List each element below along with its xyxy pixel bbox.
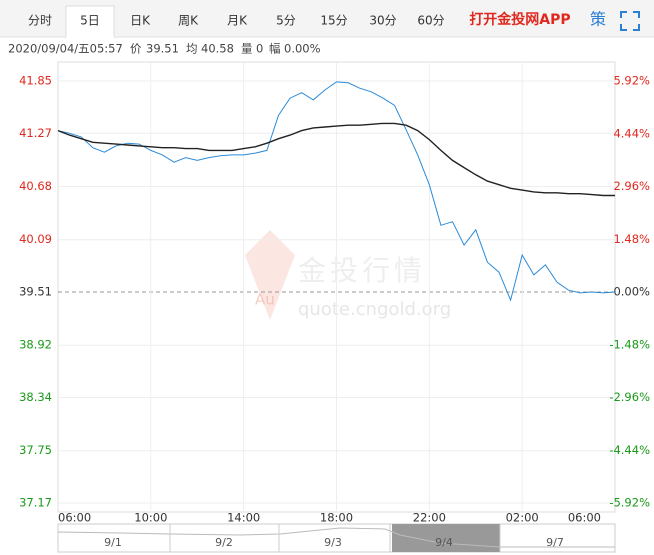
x-tick-label: 22:00 <box>413 511 446 525</box>
y-tick-label: 38.34 <box>19 390 52 404</box>
info-change-label: 幅 <box>269 42 281 56</box>
fullscreen-glyph <box>620 11 640 31</box>
watermark-logo: Au <box>255 291 275 309</box>
y-tick-label: 38.92 <box>19 338 52 352</box>
x-tick-label: 14:00 <box>227 511 260 525</box>
navigator-label: 9/2 <box>215 536 233 549</box>
y-tick-label: 37.17 <box>19 496 52 510</box>
series-line <box>57 122 615 197</box>
info-change: 0.00% <box>284 42 321 56</box>
y2-tick-label: -5.92% <box>609 496 650 510</box>
tab[interactable]: 月K <box>227 14 248 28</box>
info-datetime: 2020/09/04/五05:57 <box>8 42 123 56</box>
y-tick-label: 41.27 <box>19 126 52 140</box>
info-volume: 0 <box>256 42 263 56</box>
x-tick-label: 02:00 <box>506 511 539 525</box>
info-line: 2020/09/04/五05:57 价 39.51 均 40.58 量 0 幅 0.00% <box>8 42 321 56</box>
app-link[interactable]: 打开金投网APP <box>469 11 570 28</box>
x-tick-label: 18:00 <box>320 511 353 525</box>
active-tab-gap <box>66 36 114 39</box>
tab[interactable]: 周K <box>178 14 199 28</box>
navigator-label: 9/7 <box>546 536 564 549</box>
tab[interactable]: 15分 <box>320 14 347 28</box>
navigator-selection[interactable] <box>392 524 500 552</box>
watermark <box>245 230 295 320</box>
info-price-label: 价 <box>130 42 142 56</box>
watermark-url: quote.cngold.org <box>298 299 451 320</box>
info-volume-label: 量 <box>241 42 253 56</box>
tab[interactable]: 5日 <box>80 14 100 28</box>
y-tick-label: 37.75 <box>19 443 52 457</box>
tab[interactable]: 分时 <box>28 14 52 28</box>
y-tick-label: 39.51 <box>19 285 52 299</box>
strategy-icon[interactable]: 策 <box>590 10 606 29</box>
y-tick-label: 40.09 <box>19 232 52 246</box>
navigator-label: 9/3 <box>324 536 342 549</box>
y2-tick-label: -4.44% <box>609 443 650 457</box>
fullscreen-icon[interactable] <box>620 11 640 31</box>
navigator-sparkline <box>57 527 615 548</box>
y2-tick-label: 4.44% <box>613 126 650 140</box>
info-avg-label: 均 <box>186 42 198 56</box>
tab[interactable]: 日K <box>130 14 151 28</box>
y2-tick-label: 2.96% <box>613 179 650 193</box>
x-tick-label: 06:00 <box>58 511 91 525</box>
info-price: 39.51 <box>146 42 179 56</box>
y2-tick-label: -2.96% <box>609 390 650 404</box>
watermark-title: 金投行情 <box>298 254 426 287</box>
active-tab-bg <box>65 5 115 39</box>
y2-tick-label: 1.48% <box>613 232 650 246</box>
navigator-label: 9/4 <box>435 536 453 549</box>
navigator-label: 9/1 <box>104 536 122 549</box>
info-avg: 40.58 <box>201 42 234 56</box>
tab[interactable]: 60分 <box>417 14 444 28</box>
x-tick-label: 10:00 <box>134 511 167 525</box>
tab[interactable]: 5分 <box>276 14 296 28</box>
y2-tick-label: -1.48% <box>609 337 650 351</box>
series-line <box>57 81 616 302</box>
x-tick-label: 06:00 <box>568 511 601 525</box>
watermark-logo-shape <box>245 230 295 320</box>
y2-tick-label: 0.00% <box>613 285 650 299</box>
y-tick-label: 40.68 <box>19 179 52 193</box>
tab[interactable]: 30分 <box>369 14 396 28</box>
y-tick-label: 41.85 <box>19 74 52 88</box>
y2-tick-label: 5.92% <box>613 74 650 88</box>
